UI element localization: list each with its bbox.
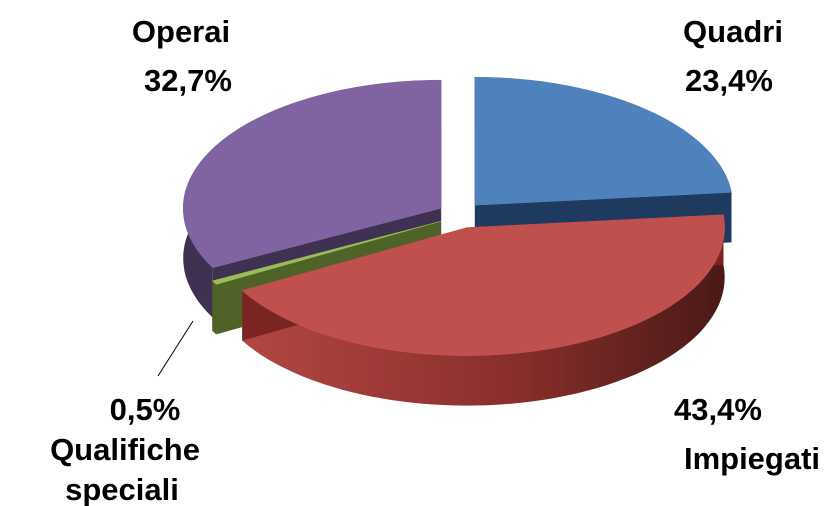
label-quadri-name: Quadri: [683, 14, 783, 49]
slice-side-impiegati: [242, 214, 725, 406]
leader-line-qualifiche-speciali: [157, 320, 194, 377]
label-qualifiche-value: 0,5%: [110, 392, 181, 427]
label-qualifiche-name-line1: Qualifiche: [50, 432, 200, 467]
slice-operai: [182, 79, 442, 268]
slice-qualifiche-speciali: [212, 221, 441, 285]
slice-tops: [182, 76, 732, 356]
slice-impiegati: [241, 214, 725, 356]
slice-quadri: [474, 76, 732, 206]
label-impiegati-name: Impiegati: [684, 441, 820, 476]
label-operai-name: Operai: [132, 14, 230, 49]
label-quadri-value: 23,4%: [685, 63, 773, 98]
label-operai-value: 32,7%: [144, 63, 232, 98]
label-impiegati-value: 43,4%: [674, 392, 762, 427]
label-qualifiche-name-line2: speciali: [65, 472, 179, 506]
